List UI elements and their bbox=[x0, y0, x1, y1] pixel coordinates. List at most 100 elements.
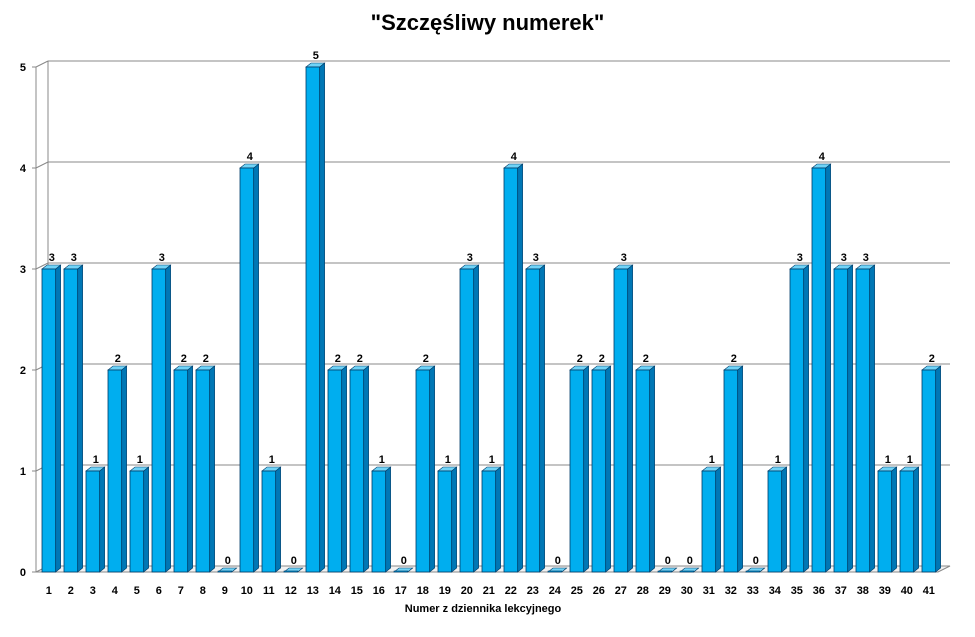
x-tick-label: 38 bbox=[857, 585, 869, 597]
bar bbox=[283, 570, 298, 573]
bar bbox=[63, 268, 79, 573]
data-label: 2 bbox=[423, 353, 429, 365]
bar bbox=[723, 369, 739, 573]
data-label: 1 bbox=[907, 454, 913, 466]
bar bbox=[657, 570, 672, 573]
x-tick-label: 9 bbox=[222, 585, 228, 597]
data-label: 4 bbox=[819, 151, 826, 163]
bar-side bbox=[165, 264, 171, 573]
bar-side bbox=[363, 365, 369, 573]
data-label: 4 bbox=[511, 151, 518, 163]
y-tick-label: 5 bbox=[20, 62, 26, 74]
bar bbox=[437, 470, 453, 573]
bar bbox=[371, 470, 387, 573]
data-label: 1 bbox=[93, 454, 99, 466]
bar-side bbox=[495, 466, 501, 573]
bar-side bbox=[451, 466, 457, 573]
data-label: 0 bbox=[291, 555, 297, 567]
bar bbox=[635, 369, 651, 573]
bar-side bbox=[319, 62, 325, 573]
x-tick-label: 29 bbox=[659, 585, 671, 597]
data-label: 3 bbox=[533, 252, 539, 264]
x-tick-label: 24 bbox=[549, 585, 562, 597]
x-tick-label: 40 bbox=[901, 585, 913, 597]
data-label: 3 bbox=[841, 252, 847, 264]
bar-side bbox=[715, 466, 721, 573]
y-tick-label: 4 bbox=[20, 163, 27, 175]
gridline-side bbox=[35, 60, 49, 68]
data-label: 1 bbox=[269, 454, 275, 466]
data-label: 3 bbox=[797, 252, 803, 264]
bar bbox=[481, 470, 497, 573]
data-label: 0 bbox=[401, 555, 407, 567]
bar bbox=[129, 470, 145, 573]
x-tick-label: 3 bbox=[90, 585, 96, 597]
data-label: 2 bbox=[577, 353, 583, 365]
data-label: 0 bbox=[687, 555, 693, 567]
data-label: 4 bbox=[247, 151, 254, 163]
x-tick-label: 19 bbox=[439, 585, 451, 597]
bar bbox=[789, 268, 805, 573]
x-tick-label: 32 bbox=[725, 585, 737, 597]
data-label: 3 bbox=[71, 252, 77, 264]
bar-side bbox=[121, 365, 127, 573]
bar-side bbox=[187, 365, 193, 573]
x-tick-label: 41 bbox=[923, 585, 935, 597]
bar-side bbox=[803, 264, 809, 573]
bar-side bbox=[429, 365, 435, 573]
data-label: 3 bbox=[49, 252, 55, 264]
x-tick-label: 26 bbox=[593, 585, 605, 597]
x-tick-label: 5 bbox=[134, 585, 140, 597]
x-tick-label: 17 bbox=[395, 585, 407, 597]
bar bbox=[85, 470, 101, 573]
bar-side bbox=[913, 466, 919, 573]
bar bbox=[41, 268, 57, 573]
x-tick-label: 21 bbox=[483, 585, 495, 597]
data-label: 5 bbox=[313, 50, 319, 62]
y-tick-label: 1 bbox=[20, 466, 26, 478]
data-label: 1 bbox=[489, 454, 495, 466]
data-label: 0 bbox=[665, 555, 671, 567]
bar bbox=[679, 570, 694, 573]
x-tick-label: 23 bbox=[527, 585, 539, 597]
bar bbox=[811, 167, 827, 573]
bar-side bbox=[627, 264, 633, 573]
x-tick-label: 31 bbox=[703, 585, 715, 597]
data-label: 0 bbox=[225, 555, 231, 567]
x-tick-label: 27 bbox=[615, 585, 627, 597]
x-tick-label: 14 bbox=[329, 585, 342, 597]
x-tick-label: 20 bbox=[461, 585, 473, 597]
bar-side bbox=[605, 365, 611, 573]
x-tick-label: 12 bbox=[285, 585, 297, 597]
data-label: 1 bbox=[137, 454, 143, 466]
bar bbox=[613, 268, 629, 573]
data-label: 3 bbox=[621, 252, 627, 264]
bar-side bbox=[781, 466, 787, 573]
x-tick-label: 1 bbox=[46, 585, 52, 597]
x-tick-label: 4 bbox=[112, 585, 119, 597]
bar-side bbox=[341, 365, 347, 573]
bar-side bbox=[77, 264, 83, 573]
bar-side bbox=[583, 365, 589, 573]
x-tick-label: 36 bbox=[813, 585, 825, 597]
x-axis-title: Numer z dziennika lekcyjnego bbox=[405, 603, 562, 615]
x-tick-label: 2 bbox=[68, 585, 74, 597]
bar bbox=[195, 369, 211, 573]
data-label: 2 bbox=[203, 353, 209, 365]
bar bbox=[745, 570, 760, 573]
x-tick-label: 8 bbox=[200, 585, 206, 597]
x-tick-label: 6 bbox=[156, 585, 162, 597]
bar bbox=[503, 167, 519, 573]
bar-side bbox=[737, 365, 743, 573]
chart-title: "Szczęśliwy numerek" bbox=[370, 10, 605, 35]
bar bbox=[239, 167, 255, 573]
x-tick-label: 11 bbox=[263, 585, 275, 597]
data-label: 2 bbox=[335, 353, 341, 365]
bar bbox=[525, 268, 541, 573]
x-tick-label: 33 bbox=[747, 585, 759, 597]
bar-side bbox=[143, 466, 149, 573]
bar bbox=[173, 369, 189, 573]
data-label: 2 bbox=[357, 353, 363, 365]
bar bbox=[349, 369, 365, 573]
